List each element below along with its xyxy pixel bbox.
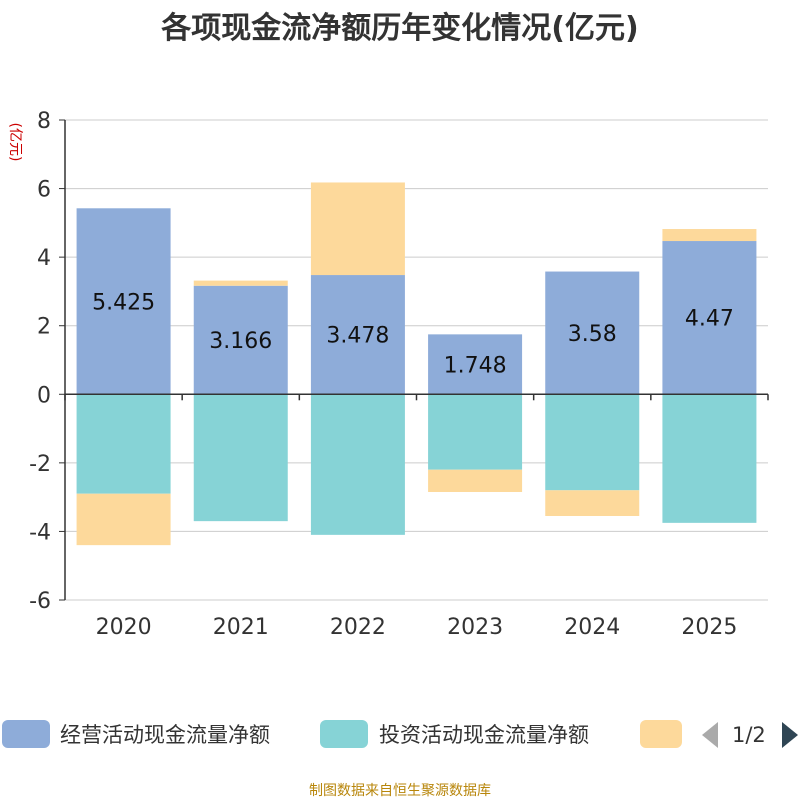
- data-label-2024: 3.58: [568, 322, 617, 347]
- bar-s0-2023[interactable]: [428, 334, 523, 395]
- grid-lines: [59, 119, 768, 601]
- y-tick-labels: 8 6 4 2 0 -2 -4 -6: [29, 109, 51, 614]
- bar-s1-2025[interactable]: [662, 394, 757, 523]
- data-label-2021: 3.166: [209, 329, 272, 354]
- x-tick-label-2023: 2023: [447, 615, 503, 640]
- data-label-2022: 3.478: [326, 324, 389, 349]
- bar-s2-2021[interactable]: [193, 280, 288, 286]
- source-note: 制图数据来自恒生聚源数据库: [309, 783, 491, 799]
- bar-s1-2021[interactable]: [193, 394, 288, 522]
- y-tick-label-3: 2: [37, 315, 51, 340]
- bar-s0-2025[interactable]: [662, 241, 757, 395]
- legend-page-indicator: 1/2: [732, 723, 766, 747]
- bar-s2-2024[interactable]: [545, 490, 640, 516]
- y-tick-label-0: 8: [37, 109, 51, 134]
- legend-label-investing[interactable]: 投资活动现金流量净额: [379, 723, 589, 747]
- x-tick-label-2022: 2022: [330, 615, 386, 640]
- bar-s0-2020[interactable]: [76, 208, 171, 395]
- data-labels: 5.425 3.166 3.478 1.748 3.58 4.47: [92, 290, 734, 378]
- y-tick-label-7: -6: [29, 589, 51, 614]
- bar-s2-2025[interactable]: [662, 229, 757, 242]
- bar-s0-2024[interactable]: [545, 271, 640, 395]
- y-tick-label-2: 4: [37, 246, 51, 271]
- bar-s1-2020[interactable]: [76, 394, 171, 494]
- data-label-2025: 4.47: [685, 307, 734, 332]
- x-tick-label-2025: 2025: [681, 615, 737, 640]
- bar-s1-2024[interactable]: [545, 394, 640, 491]
- legend-swatch-investing[interactable]: [320, 720, 368, 748]
- y-axis-unit-label: (亿元): [7, 123, 23, 162]
- data-label-2020: 5.425: [92, 290, 155, 315]
- y-tick-label-6: -4: [29, 520, 51, 545]
- x-tick-label-2021: 2021: [213, 615, 269, 640]
- y-tick-label-5: -2: [29, 452, 51, 477]
- legend-swatch-operating[interactable]: [2, 720, 50, 748]
- legend-swatch-financing[interactable]: [640, 720, 682, 748]
- bar-series: [76, 182, 757, 546]
- bar-s0-2021[interactable]: [193, 285, 288, 395]
- x-tick-label-2024: 2024: [564, 615, 620, 640]
- legend-next-page-icon[interactable]: [782, 722, 798, 748]
- bar-s1-2022[interactable]: [310, 394, 405, 535]
- bar-s0-2022[interactable]: [310, 275, 405, 395]
- legend: 经营活动现金流量净额 投资活动现金流量净额 1/2: [2, 720, 798, 748]
- bar-s2-2022[interactable]: [310, 182, 405, 276]
- chart-title: 各项现金流净额历年变化情况(亿元): [160, 11, 638, 46]
- axes: [64, 120, 769, 600]
- bar-s2-2023[interactable]: [428, 469, 523, 492]
- x-tick-label-2020: 2020: [96, 615, 152, 640]
- x-tick-labels: 2020 2021 2022 2023 2024 2025: [96, 615, 738, 640]
- y-tick-label-4: 0: [37, 383, 51, 408]
- y-tick-label-1: 6: [37, 178, 51, 203]
- legend-label-operating[interactable]: 经营活动现金流量净额: [60, 723, 270, 747]
- bar-s2-2020[interactable]: [76, 493, 171, 546]
- data-label-2023: 1.748: [444, 353, 507, 378]
- bar-s1-2023[interactable]: [428, 394, 523, 470]
- legend-prev-page-icon[interactable]: [702, 722, 718, 748]
